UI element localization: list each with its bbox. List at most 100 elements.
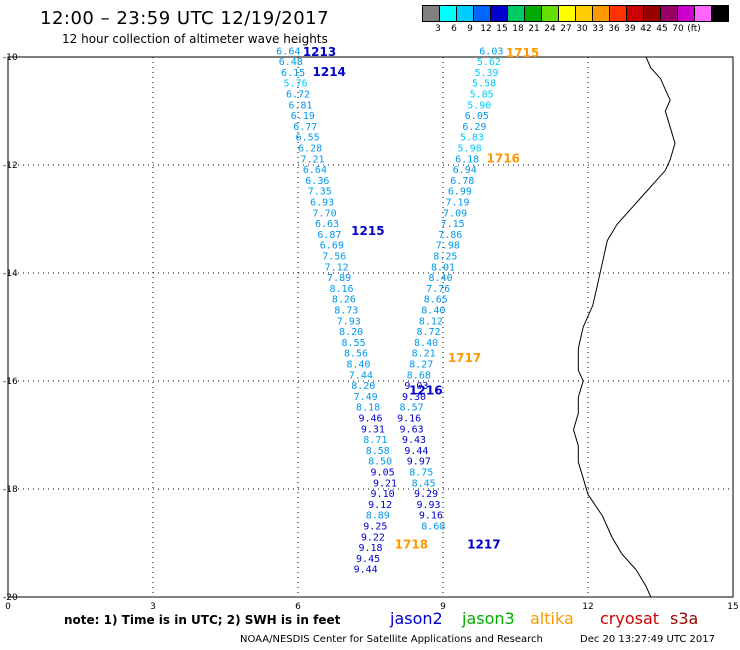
wave-height-value: 7.86 <box>438 230 462 241</box>
wave-height-value: 6.99 <box>448 187 472 198</box>
wave-height-value: 7.70 <box>313 208 337 219</box>
legend-item-s3a: s3a <box>670 609 699 628</box>
colorbar-tick-label: 30 <box>576 24 588 34</box>
wave-height-value: 9.29 <box>414 489 438 500</box>
wave-height-value: 9.12 <box>368 500 392 511</box>
wave-height-value: 5.76 <box>284 79 308 90</box>
wave-height-value: 8.58 <box>366 446 390 457</box>
wave-height-value: 5.98 <box>458 144 482 155</box>
map-frame <box>7 56 734 598</box>
wave-height-value: 8.16 <box>329 284 353 295</box>
wave-height-value: 9.31 <box>361 424 385 435</box>
y-tick-label: -16 <box>3 377 18 387</box>
page-subtitle: 12 hour collection of altimeter wave hei… <box>62 32 328 46</box>
colorbar-swatch <box>610 6 627 21</box>
wave-height-value: 8.68 <box>407 370 431 381</box>
colorbar-tick-label: 70 <box>672 24 684 34</box>
wave-height-value: 7.93 <box>337 316 361 327</box>
wave-height-value: 8.71 <box>363 435 387 446</box>
wave-height-value: 8.72 <box>416 327 440 338</box>
wave-height-value: 8.65 <box>424 295 448 306</box>
colorbar-swatch <box>559 6 576 21</box>
wave-height-value: 9.44 <box>404 446 428 457</box>
wave-height-value: 8.26 <box>332 295 356 306</box>
colorbar-tick-label: 36 <box>608 24 620 34</box>
pass-number-label: 1716 <box>487 151 520 165</box>
wave-height-value: 9.16 <box>397 414 421 425</box>
wave-height-value: 6.64 <box>276 46 300 57</box>
wave-height-value: 9.97 <box>407 457 431 468</box>
colorbar-tick-label: 18 <box>512 24 524 34</box>
colorbar-swatch <box>593 6 610 21</box>
x-tick-label: 15 <box>727 602 738 612</box>
wave-height-value: 9.44 <box>354 565 378 576</box>
y-tick-label: -12 <box>3 161 18 171</box>
wave-height-value: 7.98 <box>436 241 460 252</box>
wave-height-value: 5.90 <box>467 100 491 111</box>
wave-height-value: 8.40 <box>346 360 370 371</box>
wave-height-value: 6.87 <box>317 230 341 241</box>
wave-height-value: 8.73 <box>334 306 358 317</box>
pass-number-label: 1715 <box>506 46 539 60</box>
wave-height-value: 8.45 <box>412 478 436 489</box>
wave-height-value: 6.72 <box>286 90 310 101</box>
wave-height-value: 9.21 <box>373 478 397 489</box>
wave-height-value: 8.75 <box>409 468 433 479</box>
wave-height-value: 6.93 <box>310 198 334 209</box>
colorbar-tick-label: 24 <box>544 24 556 34</box>
x-tick-label: 3 <box>150 602 156 612</box>
y-tick-label: -20 <box>3 593 18 603</box>
wave-height-value: 6.77 <box>293 122 317 133</box>
wave-height-value: 8.57 <box>400 403 424 414</box>
y-tick-label: -18 <box>3 485 18 495</box>
colorbar-swatch <box>678 6 695 21</box>
colorbar-tick-label: 45 <box>656 24 668 34</box>
wave-height-value: 6.19 <box>291 111 315 122</box>
wave-height-value: 8.56 <box>344 349 368 360</box>
wave-height-value: 7.09 <box>443 208 467 219</box>
pass-number-label: 1215 <box>351 224 384 238</box>
pass-number-label: 1214 <box>313 65 346 79</box>
wave-height-value: 6.64 <box>303 165 327 176</box>
colorbar-tick-label: 15 <box>496 24 508 34</box>
wave-height-value: 8.20 <box>351 381 375 392</box>
coastline <box>572 56 676 598</box>
colorbar-tick-label: 12 <box>480 24 492 34</box>
wave-height-value: 9.03 <box>404 381 428 392</box>
legend-item-cryosat: cryosat <box>600 609 660 628</box>
legend-item-jason2: jason2 <box>390 609 443 628</box>
colorbar-swatch <box>644 6 661 21</box>
wave-height-value: 5.83 <box>460 133 484 144</box>
colorbar-tick-label: 39 <box>624 24 636 34</box>
wave-height-value: 9.10 <box>371 489 395 500</box>
wave-height-value: 6.55 <box>296 133 320 144</box>
wave-height-value: 9.22 <box>361 532 385 543</box>
wave-height-value: 6.63 <box>315 219 339 230</box>
colorbar-tick-label: 3 <box>435 24 441 34</box>
wave-height-value: 8.89 <box>366 511 390 522</box>
wave-height-value: 5.62 <box>477 57 501 68</box>
wave-height-value: 8.40 <box>429 273 453 284</box>
colorbar-swatch <box>491 6 508 21</box>
wave-height-value: 5.58 <box>472 79 496 90</box>
x-tick-label: 12 <box>582 602 593 612</box>
wave-height-value: 6.69 <box>320 241 344 252</box>
wave-height-value: 7.15 <box>441 219 465 230</box>
wave-height-value: 9.30 <box>402 392 426 403</box>
wave-height-value: 9.05 <box>371 468 395 479</box>
wave-height-value: 7.49 <box>354 392 378 403</box>
wave-height-value: 6.48 <box>279 57 303 68</box>
wave-height-value: 8.01 <box>431 262 455 273</box>
wave-height-value: 8.68 <box>421 522 445 533</box>
wave-height-value: 9.25 <box>363 522 387 533</box>
wave-height-value: 8.20 <box>339 327 363 338</box>
wave-height-value: 8.40 <box>421 306 445 317</box>
wave-height-value: 6.15 <box>281 68 305 79</box>
wave-height-value: 9.45 <box>356 554 380 565</box>
wave-height-value: 7.19 <box>445 198 469 209</box>
colorbar-swatch <box>695 6 712 21</box>
colorbar-tick-label: 42 <box>640 24 652 34</box>
colorbar-swatch <box>457 6 474 21</box>
colorbar-swatch <box>542 6 559 21</box>
legend-item-altika: altika <box>530 609 574 628</box>
